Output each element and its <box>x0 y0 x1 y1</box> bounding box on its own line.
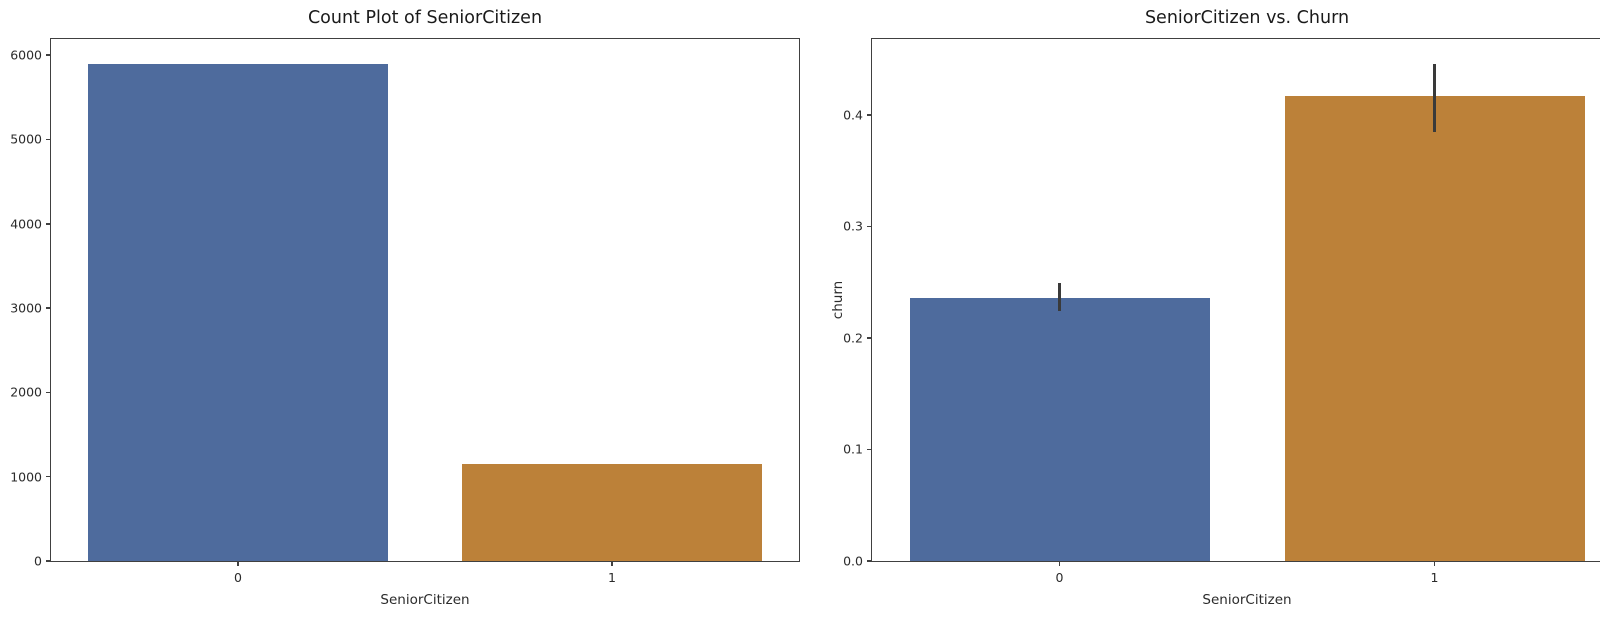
y-tick-mark <box>46 560 51 562</box>
plot-area <box>51 39 799 561</box>
y-tick-label: 3000 <box>10 300 42 316</box>
x-tick-mark <box>1058 561 1061 566</box>
y-tick-mark <box>867 560 872 562</box>
x-axis-label: SeniorCitizen <box>1202 592 1292 608</box>
y-tick-mark <box>867 225 872 228</box>
x-tick-label: 1 <box>608 570 616 585</box>
y-tick-mark <box>46 54 51 56</box>
chart-title: Count Plot of SeniorCitizen <box>307 8 543 28</box>
x-tick-label: 0 <box>234 570 242 585</box>
x-tick-mark <box>1433 561 1436 566</box>
y-tick-label: 0.1 <box>843 441 863 457</box>
y-tick-mark <box>867 337 872 339</box>
y-tick-label: 5000 <box>10 131 42 147</box>
y-tick-label: 4000 <box>10 216 42 232</box>
bar-seniorcitizen-0 <box>88 63 388 561</box>
y-tick-label: 1000 <box>10 469 42 485</box>
y-tick-mark <box>46 138 51 141</box>
x-tick-mark <box>611 561 613 566</box>
chart-title: SeniorCitizen vs. Churn <box>1144 8 1350 28</box>
y-tick-mark <box>46 307 51 309</box>
bar-seniorcitizen-1 <box>1284 95 1585 561</box>
x-tick-label: 1 <box>1430 570 1439 585</box>
churn-barplot-axes: SeniorCitizen vs. Churn SeniorCitizen ch… <box>830 8 1600 608</box>
y-tick-mark <box>867 114 872 116</box>
y-tick-label: 0 <box>34 553 42 569</box>
confidence-interval-bar <box>1058 283 1061 312</box>
y-tick-label: 6000 <box>10 47 42 63</box>
y-axis-label: churn <box>830 280 846 320</box>
x-tick-mark <box>237 561 239 566</box>
x-axis-label: SeniorCitizen <box>380 592 470 608</box>
plot-area <box>872 39 1600 561</box>
y-tick-label: 0.4 <box>843 107 863 123</box>
y-tick-mark <box>46 475 51 478</box>
bar-seniorcitizen-1 <box>462 464 762 561</box>
y-tick-label: 0.0 <box>843 553 863 569</box>
x-tick-label: 0 <box>1055 570 1064 585</box>
y-tick-label: 2000 <box>10 384 42 400</box>
y-tick-label: 0.2 <box>843 330 863 346</box>
bar-seniorcitizen-0 <box>909 297 1210 561</box>
y-tick-mark <box>46 391 51 394</box>
y-tick-mark <box>46 223 51 225</box>
confidence-interval-bar <box>1433 63 1436 132</box>
y-tick-mark <box>867 448 872 451</box>
count-plot-axes: Count Plot of SeniorCitizen SeniorCitize… <box>10 8 800 608</box>
y-tick-label: 0.3 <box>843 218 863 234</box>
